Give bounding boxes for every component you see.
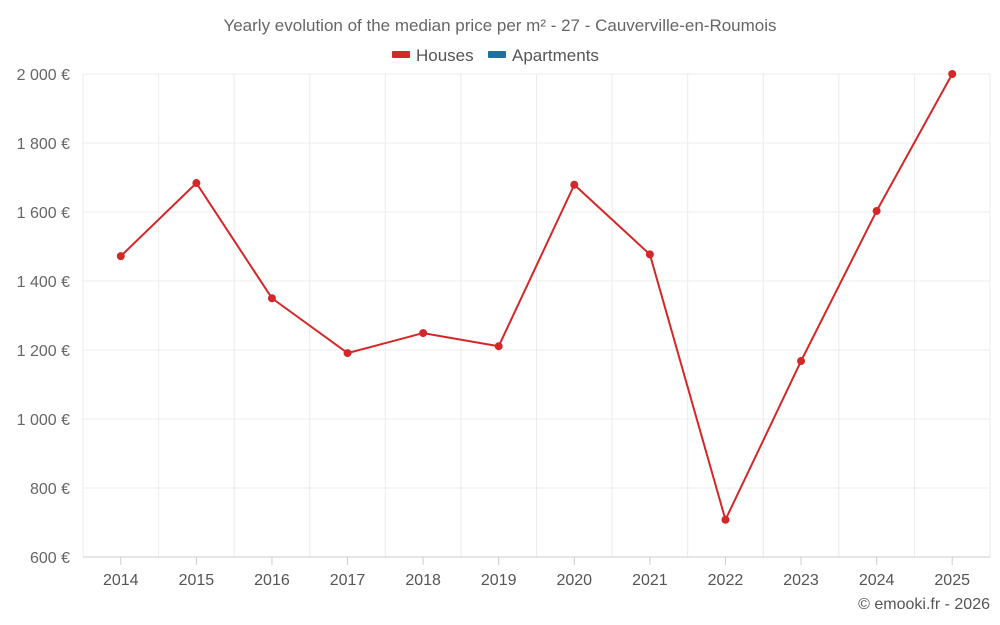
data-point-2020[interactable] xyxy=(570,180,579,189)
y-tick-label: 1 800 € xyxy=(17,136,70,153)
data-point-2021[interactable] xyxy=(645,250,654,259)
x-tick-label: 2024 xyxy=(859,572,895,589)
x-tick-label: 2021 xyxy=(632,572,668,589)
data-point-2024[interactable] xyxy=(872,206,881,215)
data-point-2014[interactable] xyxy=(116,252,125,261)
y-tick-label: 800 € xyxy=(30,481,70,498)
data-point-2016[interactable] xyxy=(267,294,276,303)
legend: Houses Apartments xyxy=(392,46,599,65)
x-tick-label: 2025 xyxy=(934,572,970,589)
data-point-2023[interactable] xyxy=(797,357,806,366)
series-line-houses xyxy=(120,73,954,521)
y-tick-label: 2 000 € xyxy=(17,67,70,84)
y-tick-label: 1 200 € xyxy=(17,343,70,360)
data-point-2018[interactable] xyxy=(419,329,428,338)
legend-swatch-houses[interactable] xyxy=(392,51,410,58)
x-tick-label: 2023 xyxy=(783,572,819,589)
data-point-2019[interactable] xyxy=(494,342,503,351)
x-tick-label: 2016 xyxy=(254,572,290,589)
y-tick-label: 1 400 € xyxy=(17,274,70,291)
grid xyxy=(82,73,991,557)
series-houses xyxy=(116,70,957,524)
x-tick-label: 2020 xyxy=(556,572,592,589)
y-tick-label: 1 000 € xyxy=(17,412,70,429)
data-point-2015[interactable] xyxy=(192,179,201,188)
x-tick-label: 2017 xyxy=(330,572,366,589)
x-tick-label: 2014 xyxy=(103,572,139,589)
chart-title: Yearly evolution of the median price per… xyxy=(223,16,776,35)
data-point-2022[interactable] xyxy=(721,515,730,524)
x-tick-label: 2015 xyxy=(179,572,215,589)
x-tick-label: 2019 xyxy=(481,572,517,589)
data-point-2025[interactable] xyxy=(948,70,957,78)
legend-swatch-apartments[interactable] xyxy=(488,51,506,58)
credit-text: © emooki.fr - 2026 xyxy=(858,596,990,613)
data-point-2017[interactable] xyxy=(343,349,352,358)
y-tick-label: 1 600 € xyxy=(17,205,70,222)
axes: 600 € 800 € 1 000 € 1 200 € 1 400 € 1 600 € 1 … xyxy=(17,67,990,589)
legend-label-houses[interactable]: Houses xyxy=(416,46,474,65)
x-tick-label: 2018 xyxy=(405,572,441,589)
legend-label-apartments[interactable]: Apartments xyxy=(512,46,599,65)
x-tick-label: 2022 xyxy=(708,572,744,589)
y-tick-label: 600 € xyxy=(30,550,70,567)
